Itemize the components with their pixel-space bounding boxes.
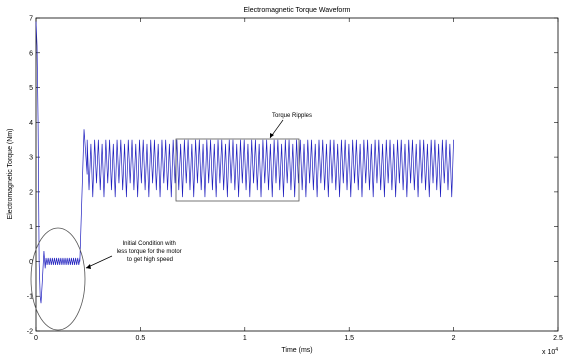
y-tick-label: 5 (29, 85, 33, 92)
initial-condition-line-3: to get high speed (127, 257, 173, 263)
y-axis-ticks: -2 -1 0 1 2 3 4 5 6 7 (27, 16, 558, 336)
y-tick-label: 2 (29, 189, 33, 196)
x-axis-title: Time (ms) (281, 347, 312, 354)
x-tick-label: 0 (34, 335, 38, 342)
initial-condition-label: Initial Condition with less torque for t… (117, 241, 184, 263)
x-multiplier-base: x 10 (542, 349, 555, 356)
x-tick-label: 1.5 (344, 335, 354, 342)
x-axis-ticks: 0 0.5 1 1.5 2 2.5 (34, 18, 563, 342)
x-axis-multiplier: x 104 (542, 347, 558, 356)
x-tick-label: 0.5 (136, 335, 146, 342)
x-tick-label: 2 (452, 335, 456, 342)
x-tick-label: 1 (243, 335, 247, 342)
torque-ripples-box (175, 138, 300, 202)
series-layer (35, 21, 454, 304)
torque-ripples-arrowhead (270, 133, 274, 138)
y-tick-label: 4 (29, 120, 33, 127)
initial-condition-line-2: less torque for the motor (117, 249, 182, 255)
y-axis-title: Electromagnetic Torque (Nm) (7, 129, 14, 220)
torque-series-line (35, 21, 454, 304)
chart-title: Electromagnetic Torque Waveform (244, 7, 351, 14)
torque-ripples-label: Torque Ripples (272, 113, 312, 119)
y-tick-label: 1 (29, 224, 33, 231)
x-multiplier-exponent: 4 (555, 347, 558, 353)
y-tick-label: 7 (29, 16, 33, 23)
y-tick-label: 3 (29, 155, 33, 162)
plot-area (35, 17, 559, 332)
y-tick-label: 6 (29, 50, 33, 57)
initial-condition-ellipse (30, 227, 86, 331)
y-tick-label: 0 (29, 259, 33, 266)
initial-condition-line-1: Initial Condition with (122, 241, 175, 247)
y-tick-label: -2 (27, 329, 33, 336)
x-tick-label: 2.5 (553, 335, 563, 342)
y-tick-label: -1 (27, 294, 33, 301)
initial-condition-arrowhead (86, 264, 91, 269)
